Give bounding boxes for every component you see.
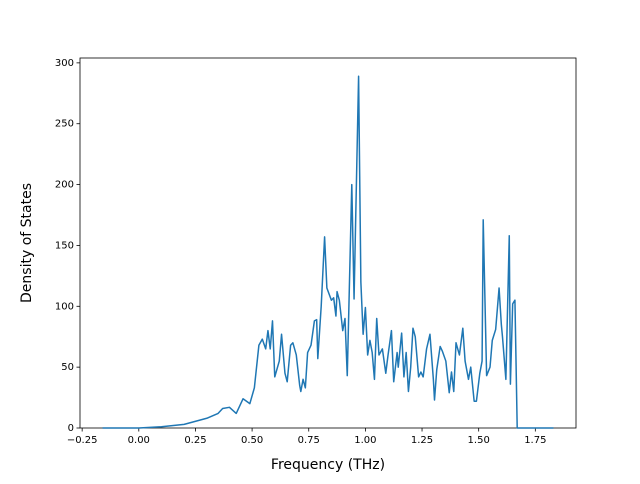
x-tick-label: −0.25 <box>67 435 98 446</box>
x-tick-label: 1.75 <box>524 435 546 446</box>
x-tick-label: 0.75 <box>298 435 320 446</box>
x-tick-label: 1.25 <box>411 435 433 446</box>
x-tick-label: 1.50 <box>468 435 490 446</box>
x-axis-label: Frequency (THz) <box>271 457 385 473</box>
x-tick-label: 0.25 <box>184 435 206 446</box>
x-tick-label: 0.50 <box>241 435 263 446</box>
y-axis-label: Density of States <box>19 183 35 303</box>
data-line <box>102 75 554 429</box>
plot-frame <box>79 57 577 429</box>
y-tick-label: 0 <box>68 423 74 434</box>
y-tick-label: 300 <box>55 58 74 69</box>
y-tick-label: 50 <box>61 362 74 373</box>
y-tick-label: 100 <box>55 301 74 312</box>
y-tick-label: 200 <box>55 180 74 191</box>
y-tick-label: 250 <box>55 119 74 130</box>
x-tick-label: 1.00 <box>354 435 376 446</box>
x-tick-label: 0.00 <box>128 435 150 446</box>
y-tick-label: 150 <box>55 240 74 251</box>
